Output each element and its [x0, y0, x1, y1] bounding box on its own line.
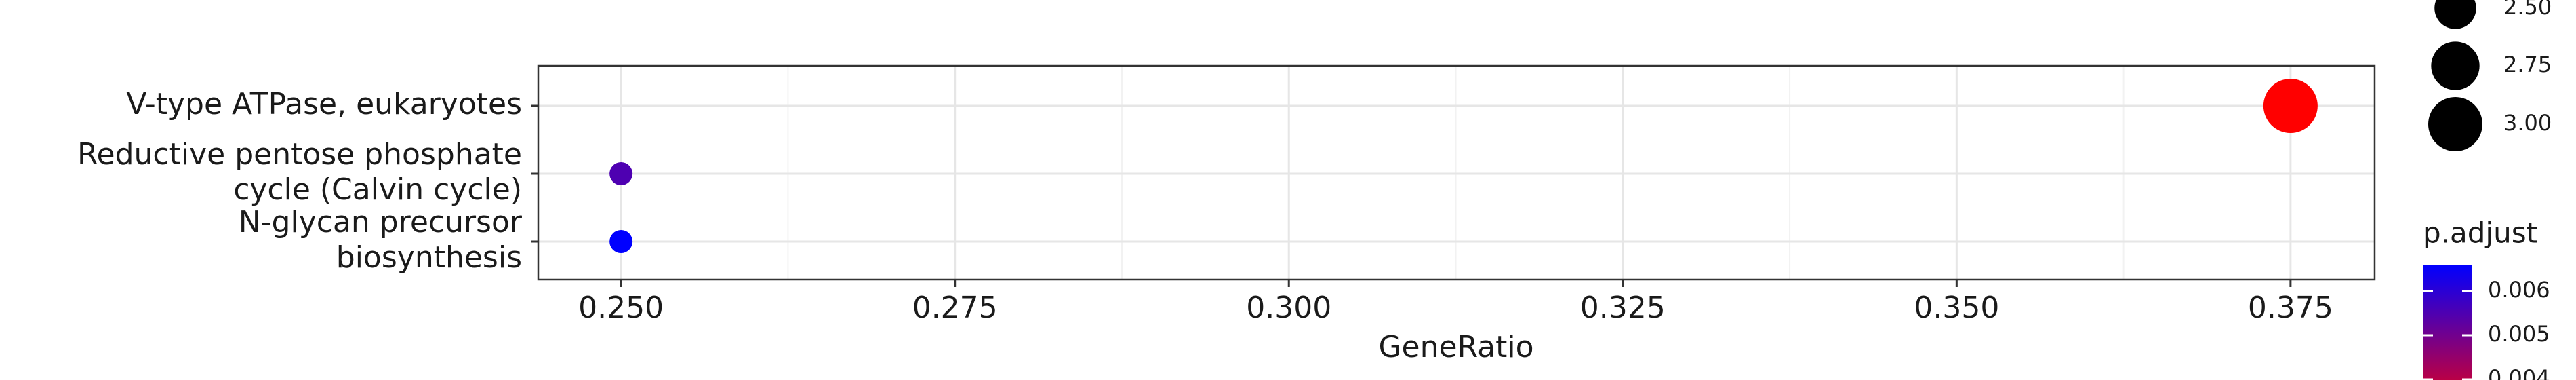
x-tick-label: 0.350 — [1914, 290, 1999, 325]
size-legend-label: 2.50 — [2503, 0, 2552, 20]
color-legend-title: p.adjust — [2423, 216, 2537, 250]
point — [609, 162, 633, 185]
panel-border — [537, 64, 2376, 281]
x-tick-label: 0.375 — [2248, 290, 2333, 325]
x-tick-label: 0.300 — [1246, 290, 1331, 325]
x-tick-label: 0.250 — [578, 290, 664, 325]
x-tick-label: 0.275 — [912, 290, 998, 325]
size-legend-dot — [2431, 41, 2480, 90]
size-legend-dot — [2434, 0, 2476, 29]
x-tick-label: 0.325 — [1580, 290, 1666, 325]
point — [609, 230, 633, 253]
color-bar — [2423, 265, 2472, 380]
point — [2263, 79, 2318, 133]
y-tick-label: Reductive pentose phosphate cycle (Calvin… — [77, 137, 522, 207]
color-legend-label: 0.006 — [2488, 277, 2550, 303]
y-tick-label: V-type ATPase, eukaryotes — [126, 87, 522, 121]
size-legend-dot — [2428, 97, 2482, 151]
x-axis-title: GeneRatio — [1378, 330, 1533, 364]
size-legend-label: 2.75 — [2503, 52, 2552, 77]
color-legend-label: 0.005 — [2488, 321, 2550, 347]
y-tick-label: N-glycan precursor biosynthesis — [239, 205, 523, 275]
color-legend-label: 0.004 — [2488, 365, 2550, 380]
size-legend-label: 3.00 — [2503, 110, 2552, 136]
